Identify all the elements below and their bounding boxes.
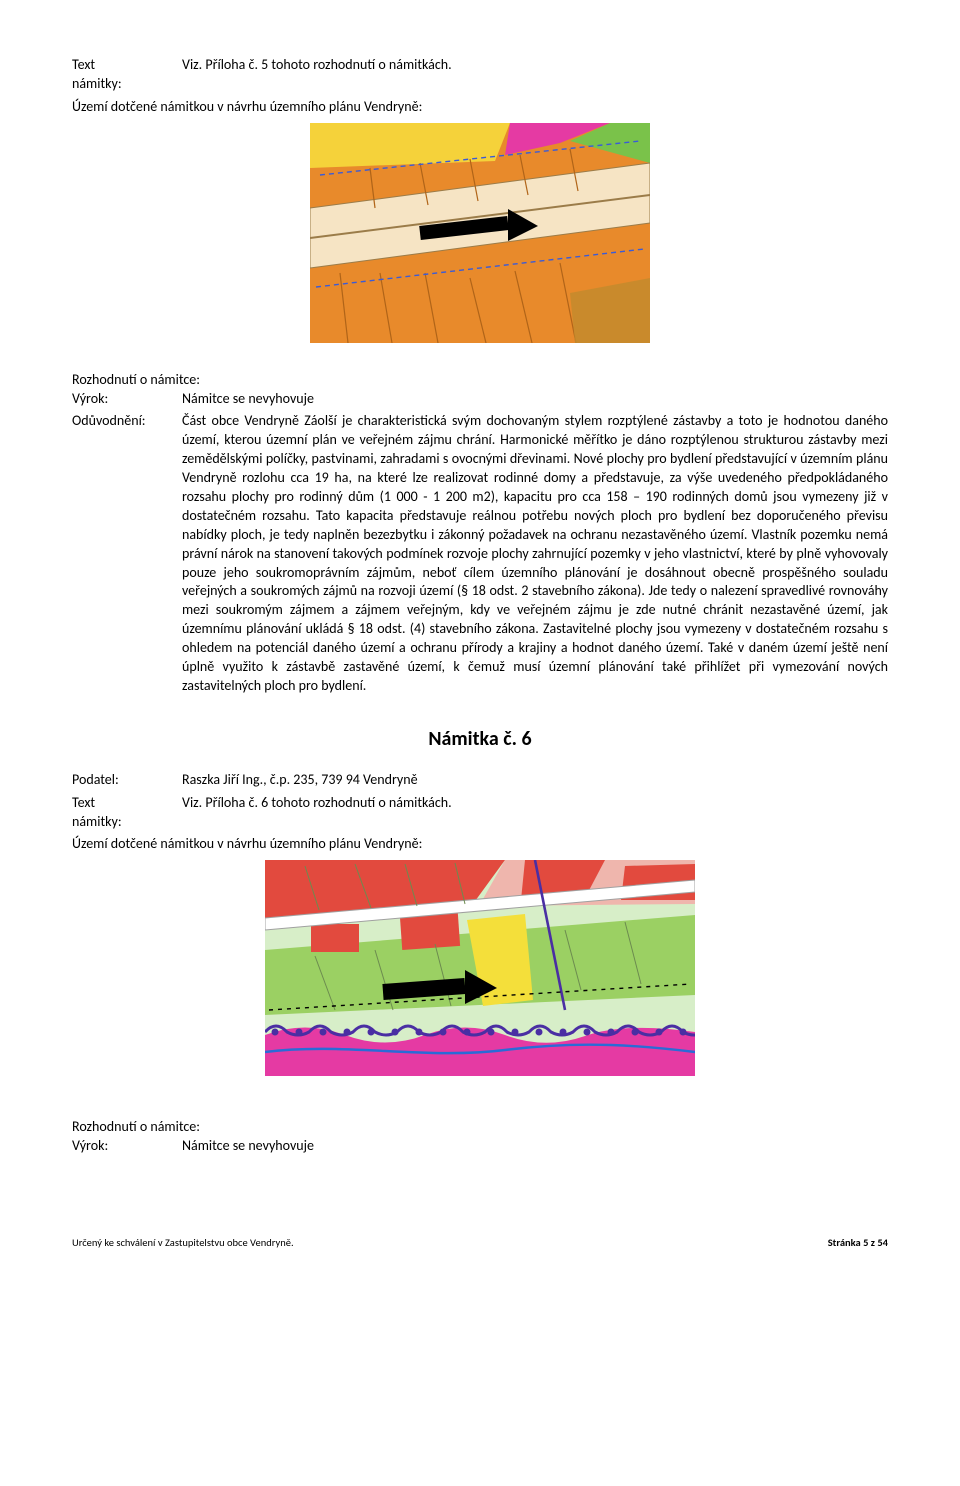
- map-1-svg: [310, 123, 650, 343]
- verdict-label-2: Výrok:: [72, 1137, 182, 1156]
- map-figure-1: [72, 123, 888, 343]
- territory-caption-1: Území dotčené námitkou v návrhu územního…: [72, 98, 888, 117]
- verdict-value-2: Námitce se nevyhovuje: [182, 1137, 888, 1156]
- territory-caption-2: Území dotčené námitkou v návrhu územního…: [72, 835, 888, 854]
- reasoning-label-1: Odůvodnění:: [72, 412, 182, 695]
- text-label2-line1: Text: [72, 794, 95, 811]
- footer-left: Určený ke schválení v Zastupitelstvu obc…: [72, 1236, 294, 1250]
- text-label-line1: Text: [72, 56, 95, 73]
- section-title-6: Námitka č. 6: [72, 726, 888, 753]
- decision-heading-2: Rozhodnutí o námitce:: [72, 1118, 888, 1137]
- text-label2-line2: námitky:: [72, 813, 122, 830]
- map-figure-2: [72, 860, 888, 1076]
- verdict-value-1: Námitce se nevyhovuje: [182, 390, 888, 409]
- verdict-label-1: Výrok:: [72, 390, 182, 409]
- decision-heading-1: Rozhodnutí o námitce:: [72, 371, 888, 390]
- text-ref-1: Viz. Příloha č. 5 tohoto rozhodnutí o ná…: [182, 56, 888, 94]
- reasoning-text-1: Část obce Vendryně Záolší je charakteris…: [182, 412, 888, 695]
- submitter-label: Podatel:: [72, 771, 182, 790]
- submitter-value: Raszka Jiří Ing., č.p. 235, 739 94 Vendr…: [182, 771, 888, 790]
- map-2-svg: [265, 860, 695, 1076]
- text-label-line2: námitky:: [72, 75, 122, 92]
- footer-right: Stránka 5 z 54: [828, 1236, 888, 1250]
- text-ref-2: Viz. Příloha č. 6 tohoto rozhodnutí o ná…: [182, 794, 888, 832]
